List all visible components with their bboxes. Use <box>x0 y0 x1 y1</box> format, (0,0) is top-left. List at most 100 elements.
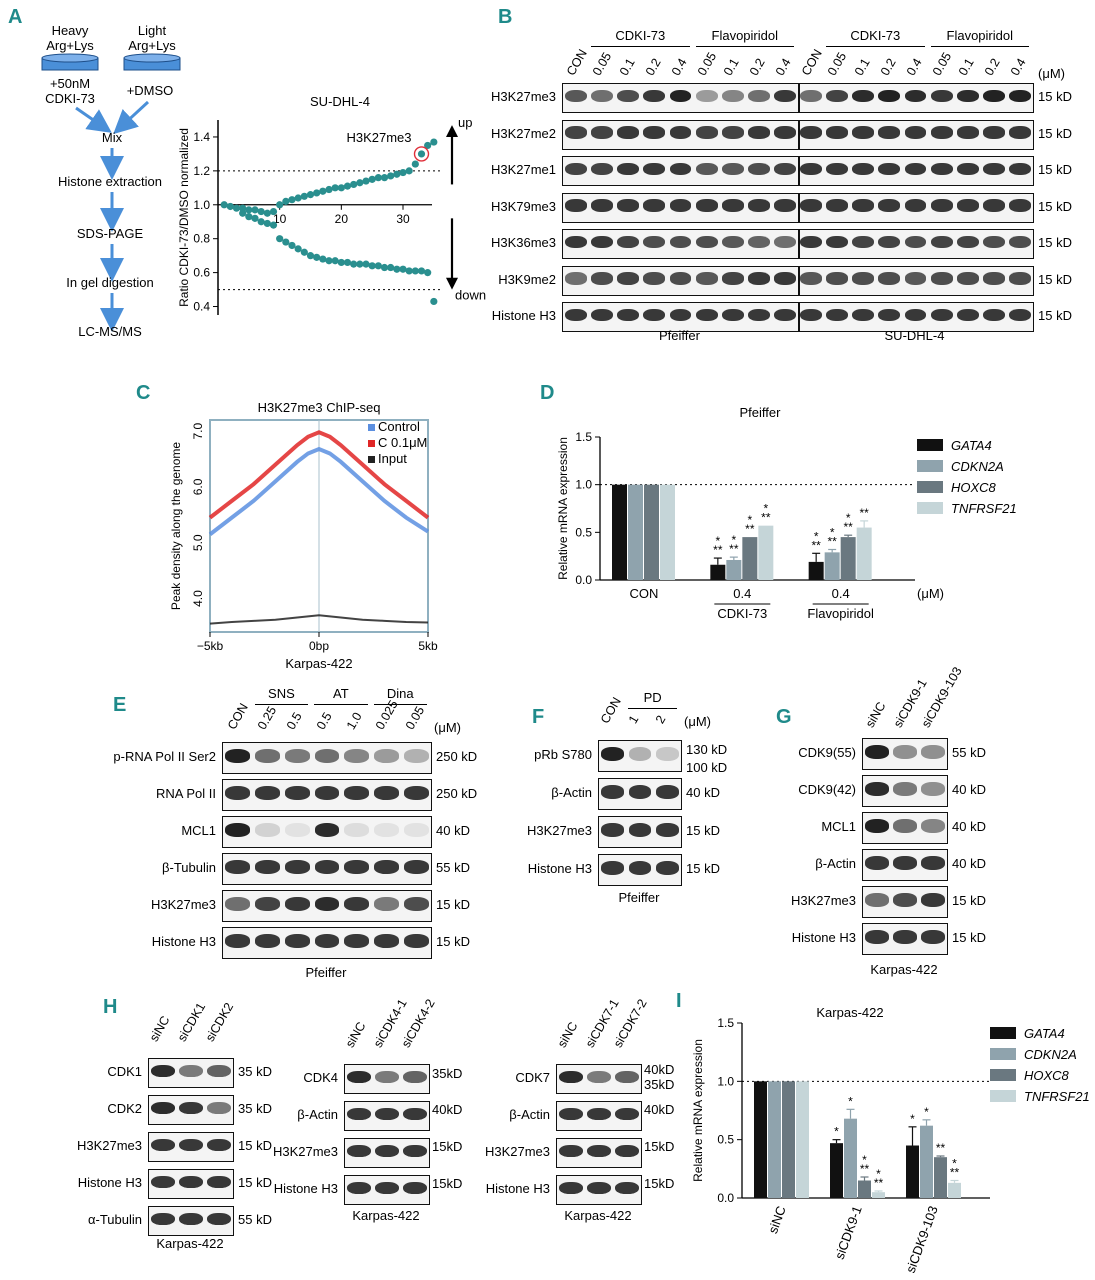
row-label: α-Tubulin <box>88 1212 142 1227</box>
legend-swatch <box>368 456 375 463</box>
protein-band <box>255 823 281 837</box>
mw-marker: 15 kD <box>436 897 470 912</box>
bar <box>840 537 856 580</box>
membrane-divider <box>798 120 800 149</box>
legend-label: GATA4 <box>1024 1026 1065 1041</box>
legend-label: CDKN2A <box>951 459 1004 474</box>
mw-marker: 15 kD <box>686 861 720 876</box>
mw-marker: 40kD <box>644 1062 675 1077</box>
lane-label: 0.4 <box>773 55 794 78</box>
protein-band <box>225 897 251 911</box>
lane-label: 2 <box>652 712 669 726</box>
data-point <box>239 209 247 217</box>
data-point <box>424 141 432 150</box>
protein-band <box>956 199 979 212</box>
protein-band <box>225 934 251 948</box>
protein-band <box>747 126 770 139</box>
western-blot-f: CON 1 2 PD (μM) pRb S780 β-Actin H3K27me3 Histon… <box>500 690 760 920</box>
bar <box>872 1192 885 1198</box>
protein-band <box>559 1070 583 1084</box>
row-label: RNA Pol II <box>156 786 216 801</box>
data-point <box>319 187 327 195</box>
protein-band <box>403 823 429 837</box>
protein-band <box>255 934 281 948</box>
mw-marker: 40kD <box>644 1102 675 1117</box>
lane-label: siNC <box>343 1019 369 1050</box>
data-point <box>282 197 290 205</box>
significance-star: ** <box>729 542 739 556</box>
data-point <box>325 185 333 194</box>
row-label: H3K9me2 <box>498 271 556 287</box>
protein-band <box>893 856 917 870</box>
protein-band <box>559 1107 583 1121</box>
lane-label: 0.4 <box>903 55 925 78</box>
lane-label: 0.5 <box>313 709 335 732</box>
protein-band <box>314 860 340 874</box>
y-tick-label: 4.0 <box>191 590 205 607</box>
legend-label: C 0.1μM <box>378 435 427 450</box>
protein-band <box>628 747 652 761</box>
mw-marker: 250 kD <box>436 786 478 801</box>
y-tick-label: 1.2 <box>193 164 210 178</box>
protein-band <box>747 162 770 176</box>
protein-band <box>1008 89 1031 103</box>
protein-band <box>344 934 370 948</box>
y-tick-label: 6.0 <box>191 478 205 495</box>
light-treatment: +DMSO <box>127 83 174 98</box>
protein-band <box>151 1138 175 1152</box>
row-label: Histone H3 <box>485 1181 550 1196</box>
protein-band <box>403 749 429 763</box>
data-point <box>356 179 364 187</box>
protein-band <box>591 162 614 176</box>
blot-row <box>598 854 682 886</box>
mw-marker: 250 kD <box>436 749 478 764</box>
blot-row <box>862 923 948 955</box>
up-arrow-icon <box>446 125 458 137</box>
protein-band <box>179 1101 203 1115</box>
lane-label: 0.2 <box>747 55 768 78</box>
blot-row <box>598 740 682 772</box>
blot-row <box>148 1095 234 1125</box>
data-point <box>362 177 370 185</box>
data-point <box>288 196 296 204</box>
mw-marker: 15kD <box>644 1139 675 1154</box>
blot-row <box>562 156 1034 186</box>
cell-line-label: Karpas-422 <box>564 1208 632 1223</box>
bar <box>710 564 726 580</box>
legend-label: GATA4 <box>951 438 992 453</box>
lane-label: 0.05 <box>929 49 955 78</box>
legend-swatch <box>990 1069 1016 1081</box>
protein-band <box>747 308 770 322</box>
data-point <box>313 189 321 197</box>
panel-label-d: D <box>540 382 555 404</box>
protein-band <box>721 199 744 212</box>
blot-row <box>556 1101 642 1131</box>
significance-star: * <box>862 1153 867 1167</box>
protein-band <box>617 272 640 285</box>
blot-row <box>862 775 948 807</box>
protein-band <box>773 235 796 249</box>
protein-band <box>591 272 614 285</box>
protein-band <box>655 785 679 799</box>
mw-marker: 15 kD <box>238 1138 272 1153</box>
significance-star: ** <box>874 1176 884 1190</box>
mw-marker: 15kD <box>644 1176 675 1191</box>
protein-band <box>893 745 917 759</box>
mw-marker: 15 kD <box>1038 89 1072 104</box>
row-label: Histone H3 <box>151 934 216 949</box>
y-tick-label: 1.5 <box>717 1016 734 1030</box>
significance-star: * <box>846 511 851 525</box>
protein-band <box>314 934 340 948</box>
mw-marker: 15kD <box>432 1139 463 1154</box>
data-point <box>343 182 352 190</box>
data-point <box>251 206 259 214</box>
western-blot-h-cdk7: siNC siCDK7-1 siCDK7-2 CDK7 β-Actin H3K27me3 H… <box>470 997 700 1230</box>
protein-band <box>800 89 822 103</box>
protein-band <box>587 1181 611 1195</box>
cell-line-label: Pfeiffer <box>618 890 660 905</box>
protein-band <box>225 860 251 874</box>
blot-row <box>862 886 948 918</box>
protein-band <box>628 861 652 875</box>
significance-star: * <box>834 1125 839 1139</box>
protein-band <box>151 1064 175 1078</box>
